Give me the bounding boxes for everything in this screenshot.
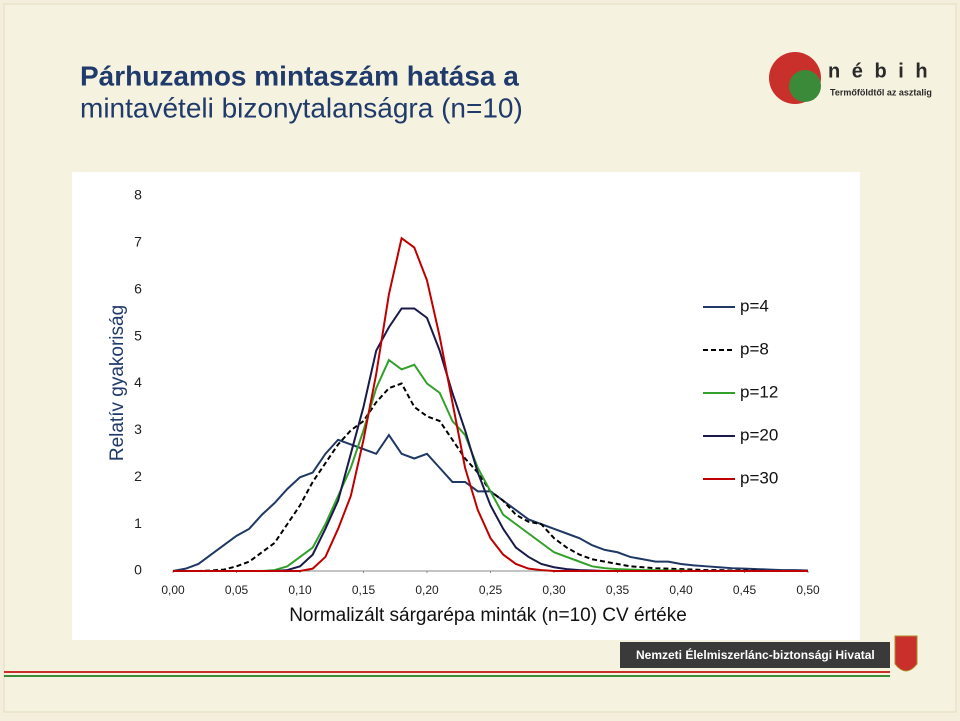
x-tick-label: 0,10 xyxy=(288,583,312,597)
x-axis-label: Normalizált sárgarépa minták (n=10) CV é… xyxy=(289,605,687,626)
legend-label: p=20 xyxy=(740,425,778,444)
x-tick-label: 0,50 xyxy=(796,583,820,597)
logo-name: n é b i h xyxy=(828,60,931,82)
coat-of-arms xyxy=(894,635,918,672)
x-tick-label: 0,25 xyxy=(479,583,503,597)
y-tick-label: 6 xyxy=(134,280,142,296)
x-tick-label: 0,35 xyxy=(606,583,630,597)
y-tick-label: 7 xyxy=(134,234,142,250)
x-tick-label: 0,30 xyxy=(542,583,566,597)
y-axis-label: Relatív gyakoriság xyxy=(107,305,128,461)
footer-bar xyxy=(620,642,890,668)
legend-label: p=4 xyxy=(740,296,769,315)
x-tick-label: 0,00 xyxy=(161,583,185,597)
y-tick-label: 8 xyxy=(134,187,142,203)
x-tick-label: 0,45 xyxy=(733,583,757,597)
logo-icon xyxy=(789,70,821,102)
plot-background xyxy=(72,172,860,640)
legend-label: p=12 xyxy=(740,382,778,401)
x-tick-label: 0,40 xyxy=(669,583,693,597)
y-tick-label: 5 xyxy=(134,327,142,343)
x-tick-label: 0,15 xyxy=(352,583,376,597)
y-tick-label: 1 xyxy=(134,515,142,531)
y-tick-label: 3 xyxy=(134,421,142,437)
footer-text: Nemzeti Élelmiszerlánc-biztonsági Hivata… xyxy=(636,647,875,662)
title-line: mintavételi bizonytalanságra (n=10) xyxy=(80,92,523,123)
legend-label: p=30 xyxy=(740,468,778,487)
logo-tagline: Termőföldtől az asztalig xyxy=(830,87,932,97)
chart: 0 1 2 3 4 5 6 7 8 0,00 0,05 0,10 0,15 0,20 0,25 0,30 0,3… xyxy=(107,187,820,626)
y-tick-label: 4 xyxy=(134,374,142,390)
y-tick-label: 0 xyxy=(134,562,142,578)
x-tick-label: 0,05 xyxy=(225,583,249,597)
title-line: Párhuzamos mintaszám hatása a xyxy=(80,60,519,91)
y-tick-label: 2 xyxy=(134,468,142,484)
x-tick-label: 0,20 xyxy=(415,583,439,597)
series-line xyxy=(173,236,808,572)
legend-label: p=8 xyxy=(740,339,769,358)
